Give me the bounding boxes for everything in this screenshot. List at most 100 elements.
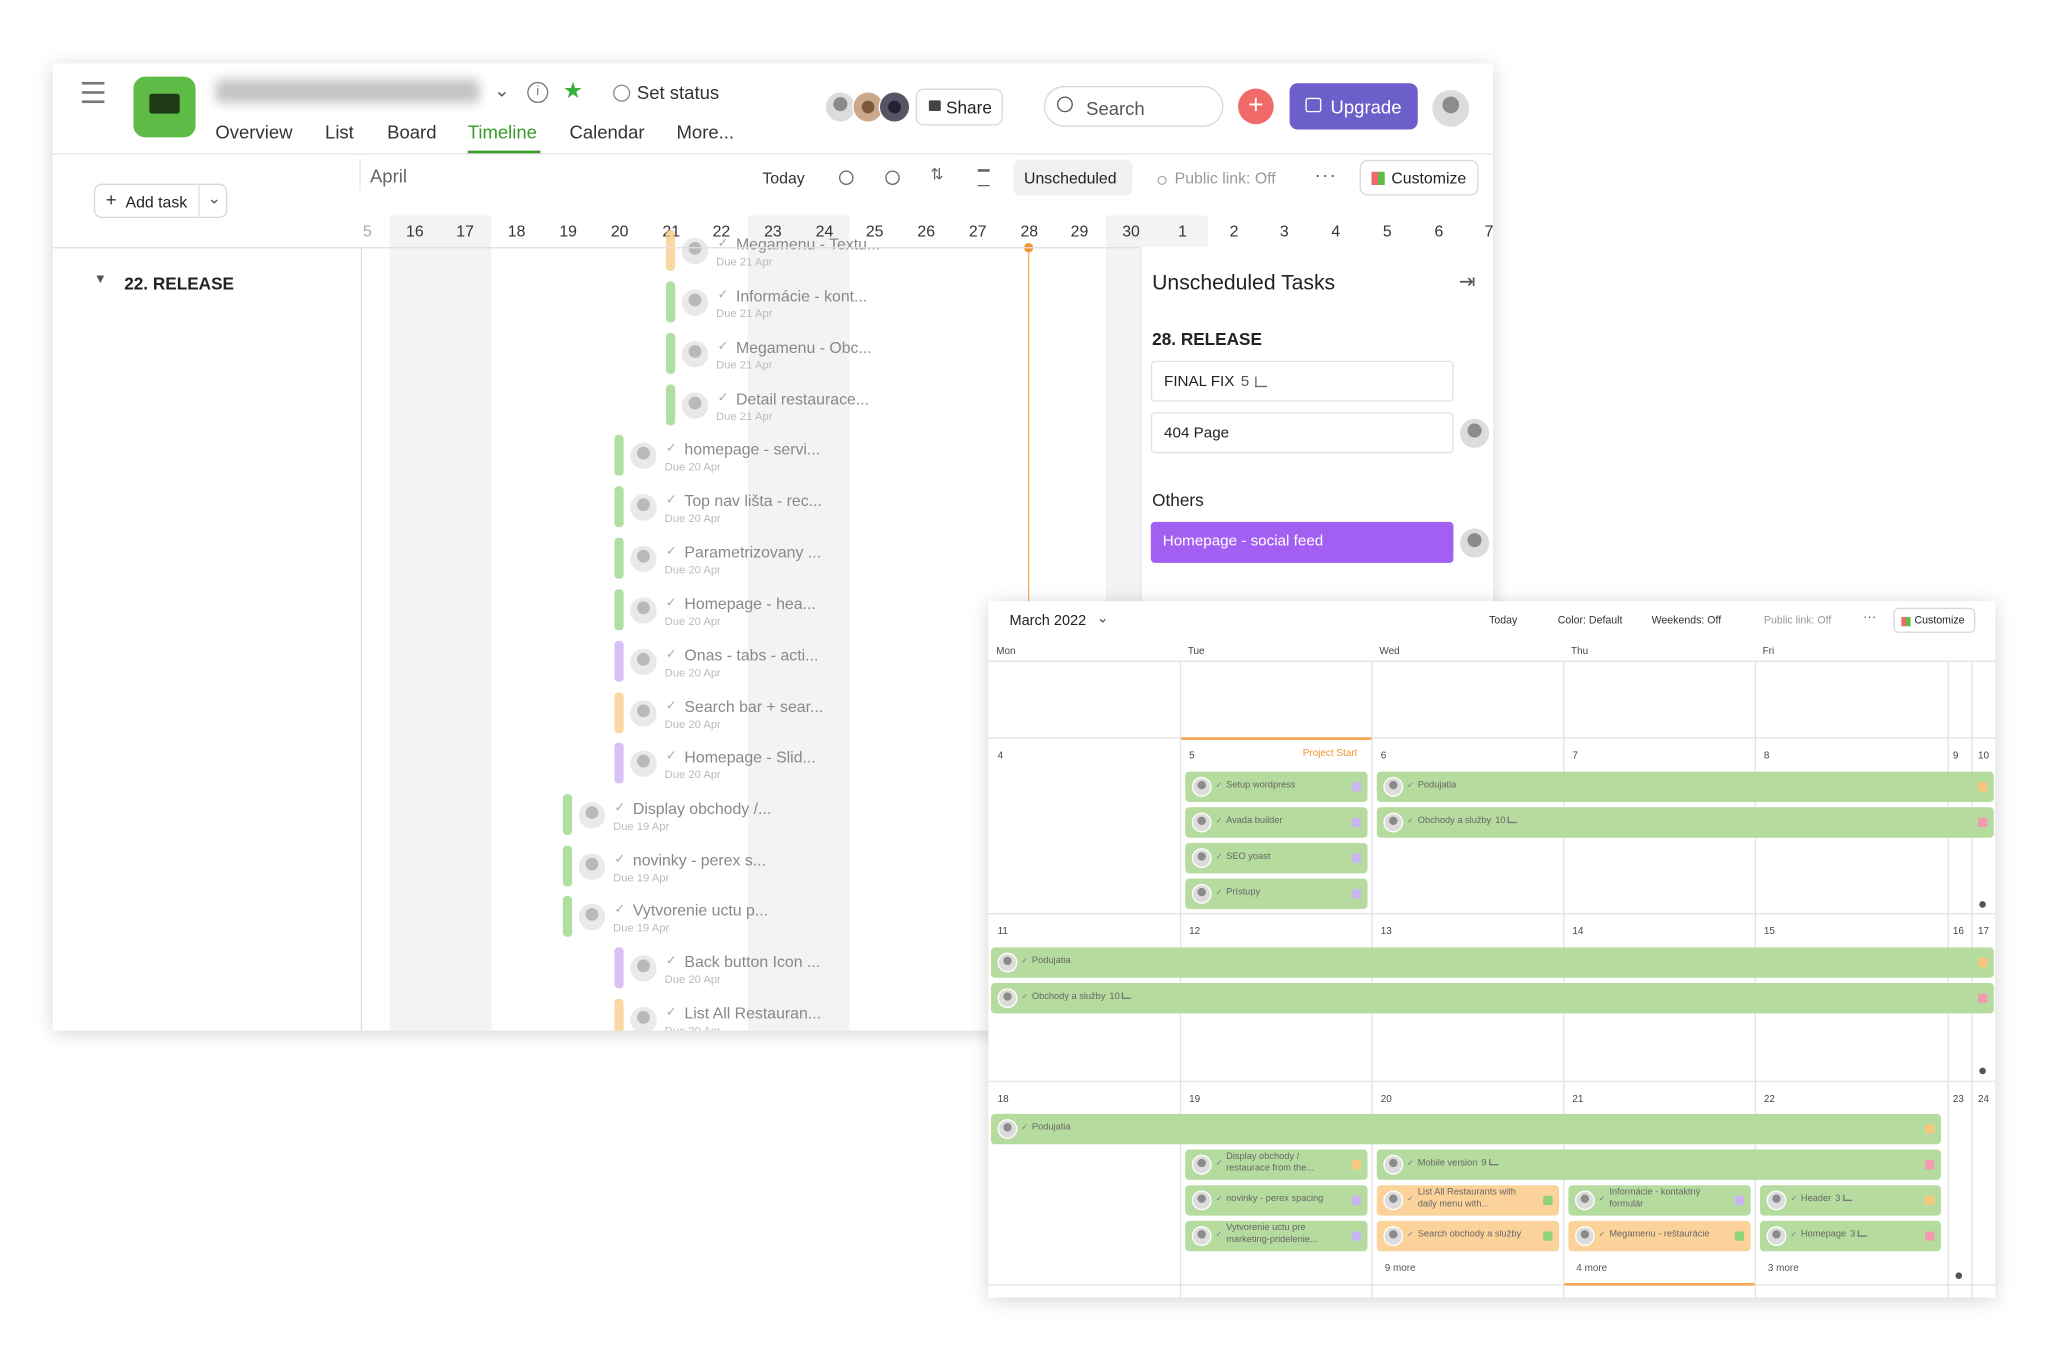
task-name[interactable]: Onas - tabs - acti... bbox=[684, 646, 819, 665]
task-bar[interactable] bbox=[562, 794, 573, 836]
sort-icon[interactable]: ⇅ bbox=[930, 165, 944, 184]
close-panel[interactable]: ⇥ bbox=[1458, 270, 1476, 294]
more-icon[interactable]: ··· bbox=[1314, 163, 1338, 185]
more-link[interactable]: 4 more bbox=[1576, 1261, 1608, 1274]
search-box[interactable]: Search bbox=[1043, 85, 1224, 127]
tab[interactable]: List bbox=[325, 121, 354, 143]
task-bar[interactable] bbox=[562, 845, 573, 887]
event[interactable]: ✓ Display obchody / restaurace from the..… bbox=[1185, 1149, 1368, 1180]
weekends-toggle[interactable]: Weekends: Off bbox=[1651, 614, 1722, 627]
event[interactable]: ✓ Informácie - kontaktný formulár bbox=[1568, 1185, 1751, 1216]
task-bar[interactable] bbox=[562, 895, 573, 937]
grid-line bbox=[988, 660, 1996, 662]
filter-icon[interactable] bbox=[977, 169, 990, 187]
task-name[interactable]: Detail restaurace... bbox=[735, 389, 870, 409]
task-bar[interactable] bbox=[665, 332, 676, 374]
public-link[interactable]: Public link: Off bbox=[1174, 169, 1276, 188]
event[interactable]: ✓ Homepage 3 bbox=[1759, 1220, 1941, 1252]
event[interactable]: ✓ Podujatia bbox=[990, 947, 1994, 978]
user-avatar[interactable] bbox=[1432, 89, 1470, 127]
unscheduled-button[interactable]: Unscheduled bbox=[1013, 159, 1133, 196]
zoom-icon[interactable] bbox=[885, 170, 900, 185]
task-bar[interactable] bbox=[614, 537, 624, 579]
task-name[interactable]: Megamenu - Obc... bbox=[735, 338, 872, 357]
task-bar[interactable] bbox=[614, 589, 624, 631]
event[interactable]: ✓ Header 3 bbox=[1759, 1185, 1941, 1216]
task-name[interactable]: Display obchody /... bbox=[632, 799, 772, 818]
task-bar[interactable] bbox=[665, 384, 676, 426]
task-bar[interactable] bbox=[614, 742, 624, 784]
task-bar[interactable] bbox=[614, 998, 624, 1031]
color-filter[interactable]: Color: Default bbox=[1557, 614, 1623, 627]
event[interactable]: ✓ Avada builder bbox=[1185, 807, 1368, 838]
tab[interactable]: Calendar bbox=[569, 121, 645, 143]
task-name[interactable]: Search bar + sear... bbox=[684, 697, 824, 717]
task-name[interactable]: homepage - servi... bbox=[684, 439, 821, 459]
task-bar[interactable] bbox=[614, 640, 624, 682]
collapse-arrow[interactable]: ▼ bbox=[93, 272, 107, 287]
customize-button[interactable]: Customize bbox=[1359, 159, 1479, 196]
task-name[interactable]: List All Restauran... bbox=[684, 1004, 822, 1023]
check-filter-icon[interactable] bbox=[839, 170, 854, 185]
star-icon[interactable]: ★ bbox=[562, 77, 584, 104]
task-bar[interactable] bbox=[614, 486, 624, 528]
event[interactable]: ✓ Podujatia bbox=[1376, 771, 1994, 803]
event[interactable]: ✓ Mobile version 9 bbox=[1376, 1149, 1941, 1180]
more-link[interactable]: 3 more bbox=[1767, 1261, 1799, 1274]
task-card[interactable]: FINAL FIX 5 bbox=[1150, 360, 1454, 402]
calendar-month[interactable]: March 2022 bbox=[1009, 613, 1087, 629]
event[interactable]: ✓ Obchody a služby 10 bbox=[1376, 807, 1994, 838]
task-card[interactable]: Homepage - social feed bbox=[1150, 521, 1454, 563]
chevron[interactable]: ⌄ bbox=[494, 79, 510, 101]
task-bar[interactable] bbox=[614, 434, 624, 476]
event[interactable]: ✓ Vytvorenie uctu pre marketing-prideleni… bbox=[1185, 1220, 1368, 1252]
task-name[interactable]: Back button Icon ... bbox=[684, 952, 821, 972]
task-bar[interactable] bbox=[614, 947, 624, 989]
task-name[interactable]: Parametrizovany ... bbox=[684, 543, 822, 562]
event[interactable]: ✓ novinky - perex spacing bbox=[1185, 1185, 1368, 1216]
info-icon[interactable]: i bbox=[527, 81, 549, 104]
tab[interactable]: Overview bbox=[215, 121, 293, 143]
event[interactable]: ✓ SEO yoast bbox=[1185, 842, 1368, 874]
check: ✓ bbox=[1215, 817, 1223, 826]
status-circle[interactable] bbox=[613, 84, 631, 102]
event[interactable]: ✓ Podujatia bbox=[990, 1113, 1941, 1145]
more-icon[interactable]: ··· bbox=[1863, 610, 1877, 625]
public-link[interactable]: Public link: Off bbox=[1763, 614, 1832, 627]
tab[interactable]: Timeline bbox=[467, 121, 537, 143]
today-button[interactable]: Today bbox=[762, 169, 805, 188]
task-card[interactable]: 404 Page bbox=[1150, 412, 1454, 454]
day-number: 12 bbox=[1189, 924, 1201, 937]
task-name[interactable]: Top nav lišta - rec... bbox=[684, 491, 822, 511]
tab-underline bbox=[467, 150, 541, 154]
add-button[interactable]: + bbox=[1238, 88, 1274, 125]
event[interactable]: ✓ Setup wordpress bbox=[1185, 771, 1368, 803]
tab[interactable]: More... bbox=[676, 121, 735, 143]
event[interactable]: ✓ Search obchody a služby bbox=[1376, 1220, 1560, 1252]
customize-button[interactable]: Customize bbox=[1893, 607, 1976, 633]
today-button[interactable]: Today bbox=[1489, 614, 1518, 627]
add-task-button[interactable]: + Add task ⌄ bbox=[93, 183, 228, 219]
event[interactable]: ✓ Prístupy bbox=[1185, 878, 1368, 910]
more-link[interactable]: 9 more bbox=[1384, 1261, 1416, 1274]
event[interactable]: ✓ Megamenu - reštaurácie bbox=[1568, 1220, 1751, 1252]
task-name[interactable]: Megamenu - Textu... bbox=[735, 235, 881, 254]
task-bar[interactable] bbox=[614, 692, 624, 734]
project-icon[interactable] bbox=[133, 76, 196, 138]
chevron[interactable]: ⌄ bbox=[1096, 610, 1109, 627]
share-button[interactable]: Share bbox=[915, 88, 1003, 126]
task-name[interactable]: Homepage - Slid... bbox=[684, 747, 816, 767]
task-name[interactable]: Informácie - kont... bbox=[735, 286, 868, 306]
menu-icon[interactable] bbox=[81, 81, 105, 104]
task-bar[interactable] bbox=[665, 281, 676, 323]
event[interactable]: ✓ List All Restaurants with daily menu wi… bbox=[1376, 1185, 1560, 1216]
color-square bbox=[1977, 782, 1988, 792]
task-name[interactable]: Homepage - hea... bbox=[684, 594, 816, 614]
task-bar[interactable] bbox=[665, 229, 676, 271]
event[interactable]: ✓ Obchody a služby 10 bbox=[990, 983, 1994, 1014]
task-name[interactable]: Vytvorenie uctu p... bbox=[632, 901, 769, 920]
set-status[interactable]: Set status bbox=[636, 81, 720, 104]
tab[interactable]: Board bbox=[387, 121, 437, 143]
task-name[interactable]: novinky - perex s... bbox=[632, 850, 766, 870]
upgrade-button[interactable]: Upgrade bbox=[1289, 83, 1418, 130]
